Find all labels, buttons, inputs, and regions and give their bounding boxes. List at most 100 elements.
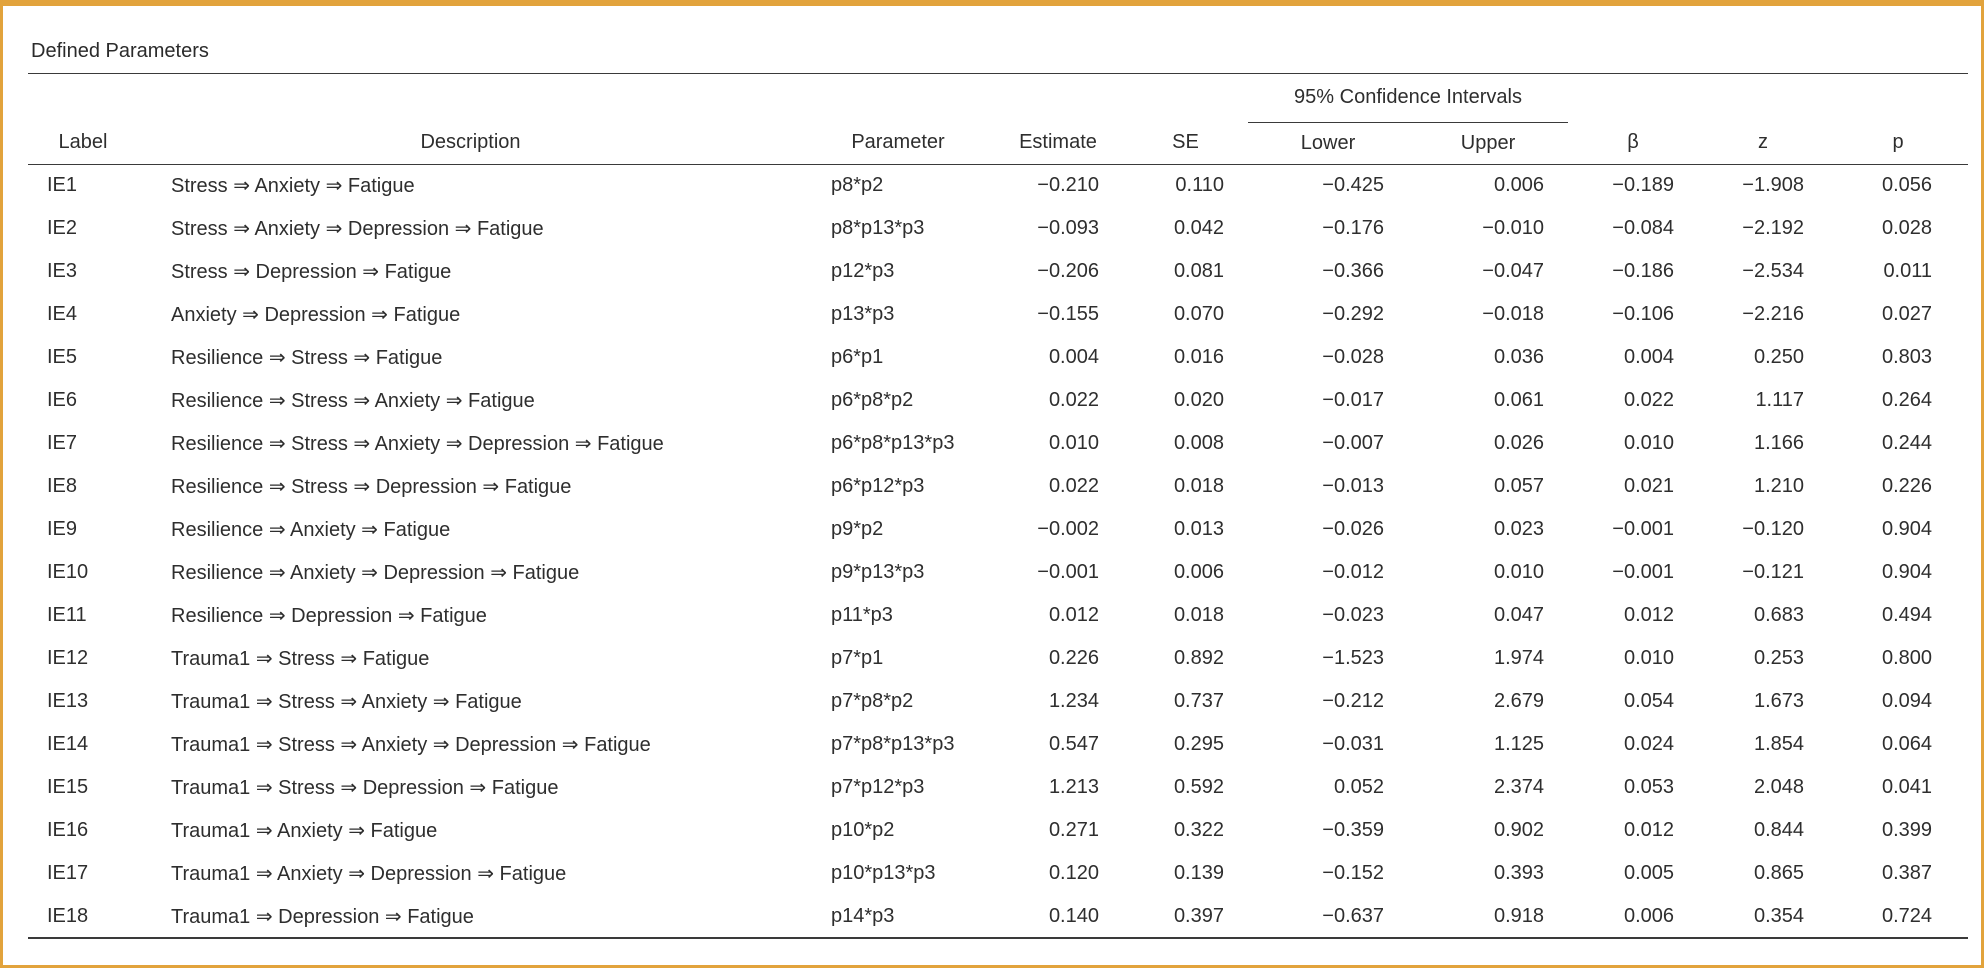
cell-upper: 2.679: [1493, 690, 1545, 712]
cell-beta: 0.005: [1623, 862, 1675, 884]
cell-beta: 0.010: [1623, 432, 1675, 454]
cell-p: 0.027: [1881, 303, 1933, 325]
table-row: IE2 Stress ⇒ Anxiety ⇒ Depression ⇒ Fatig…: [28, 207, 1968, 250]
cell-p: 0.244: [1881, 432, 1933, 454]
cell-parameter: p12*p3: [831, 260, 895, 282]
table-row: IE4 Anxiety ⇒ Depression ⇒ Fatigue p13*p3 −…: [28, 293, 1968, 336]
cell-label: IE17: [47, 862, 89, 884]
cell-label: IE8: [47, 475, 78, 497]
cell-upper: 2.374: [1493, 776, 1545, 798]
table-row: IE17 Trauma1 ⇒ Anxiety ⇒ Depression ⇒ Fat…: [28, 852, 1968, 895]
cell-z: 0.683: [1753, 604, 1805, 626]
table-row: IE7 Resilience ⇒ Stress ⇒ Anxiety ⇒ Depre…: [28, 422, 1968, 465]
cell-label: IE3: [47, 260, 78, 282]
cell-description: Trauma1 ⇒ Anxiety ⇒ Fatigue: [171, 820, 438, 842]
table-row: IE13 Trauma1 ⇒ Stress ⇒ Anxiety ⇒ Fatigue…: [28, 680, 1968, 723]
cell-lower: −0.212: [1322, 690, 1384, 712]
table-row: IE3 Stress ⇒ Depression ⇒ Fatigue p12*p3 −0…: [28, 250, 1968, 293]
cell-label: IE15: [47, 776, 89, 798]
cell-lower: −0.023: [1322, 604, 1384, 626]
cell-se: 0.008: [1173, 432, 1224, 454]
cell-se: 0.070: [1173, 303, 1224, 325]
cell-lower: −0.013: [1322, 475, 1384, 497]
cell-z: −2.534: [1742, 260, 1805, 282]
cell-z: 1.166: [1753, 432, 1805, 454]
column-header-z: z: [1698, 122, 1829, 165]
cell-p: 0.094: [1881, 690, 1933, 712]
cell-lower: −0.292: [1322, 303, 1384, 325]
cell-lower: 0.052: [1333, 776, 1384, 798]
cell-z: 0.865: [1753, 862, 1805, 884]
cell-p: 0.399: [1881, 819, 1933, 841]
cell-se: 0.892: [1173, 647, 1224, 669]
cell-upper: 1.125: [1493, 733, 1545, 755]
cell-z: −1.908: [1742, 174, 1805, 197]
cell-label: IE13: [47, 690, 89, 712]
cell-parameter: p10*p2: [831, 819, 895, 841]
cell-parameter: p6*p8*p2: [831, 389, 914, 411]
cell-beta: 0.021: [1623, 475, 1675, 497]
cell-p: 0.064: [1881, 733, 1933, 755]
cell-estimate: 0.012: [1048, 604, 1099, 626]
cell-label: IE5: [47, 346, 78, 368]
cell-description: Anxiety ⇒ Depression ⇒ Fatigue: [171, 304, 461, 326]
table-row: IE6 Resilience ⇒ Stress ⇒ Anxiety ⇒ Fatig…: [28, 379, 1968, 422]
cell-z: −0.120: [1742, 518, 1805, 540]
cell-beta: −0.001: [1612, 518, 1675, 540]
column-header-description: Description: [138, 122, 803, 165]
column-header-parameter: Parameter: [803, 122, 993, 165]
cell-estimate: −0.001: [1037, 561, 1099, 583]
cell-parameter: p9*p2: [831, 518, 884, 540]
cell-parameter: p7*p8*p13*p3: [831, 733, 955, 755]
cell-p: 0.041: [1881, 776, 1933, 798]
cell-se: 0.139: [1173, 862, 1224, 884]
cell-p: 0.494: [1881, 604, 1933, 626]
cell-estimate: 0.004: [1048, 346, 1099, 368]
cell-estimate: −0.206: [1037, 260, 1099, 282]
cell-estimate: 0.010: [1048, 432, 1099, 454]
table-row: IE14 Trauma1 ⇒ Stress ⇒ Anxiety ⇒ Depress…: [28, 723, 1968, 766]
cell-estimate: −0.093: [1037, 217, 1099, 239]
cell-p: 0.800: [1881, 647, 1933, 669]
cell-se: 0.016: [1173, 346, 1224, 368]
cell-parameter: p6*p12*p3: [831, 475, 925, 497]
cell-description: Resilience ⇒ Anxiety ⇒ Depression ⇒ Fati…: [171, 562, 580, 584]
column-header-estimate: Estimate: [993, 122, 1123, 165]
cell-description: Trauma1 ⇒ Anxiety ⇒ Depression ⇒ Fatigue: [171, 863, 567, 885]
cell-z: 0.354: [1698, 895, 1829, 939]
cell-parameter: p6*p1: [831, 346, 884, 368]
cell-beta: −0.084: [1612, 217, 1675, 239]
cell-description: Stress ⇒ Anxiety ⇒ Fatigue: [171, 175, 415, 198]
cell-upper: 0.061: [1493, 389, 1545, 411]
cell-lower: −0.176: [1322, 217, 1384, 239]
cell-z: −0.121: [1742, 561, 1805, 583]
cell-se: 0.592: [1173, 776, 1224, 798]
cell-description: Stress ⇒ Depression ⇒ Fatigue: [171, 261, 452, 283]
column-header-p: p: [1828, 122, 1969, 165]
cell-lower: −1.523: [1322, 647, 1384, 669]
cell-beta: 0.004: [1623, 346, 1675, 368]
cell-upper: −0.010: [1482, 217, 1545, 239]
column-header-se: SE: [1123, 122, 1248, 165]
cell-description: Resilience ⇒ Depression ⇒ Fatigue: [171, 605, 487, 627]
cell-p: 0.803: [1881, 346, 1933, 368]
cell-label: IE14: [47, 733, 89, 755]
spanner-row: 95% Confidence Intervals: [28, 74, 1968, 123]
cell-se: 0.013: [1173, 518, 1224, 540]
cell-upper: 0.918: [1408, 895, 1569, 939]
cell-label: IE9: [47, 518, 78, 540]
table-row: IE11 Resilience ⇒ Depression ⇒ Fatigue p11…: [28, 594, 1968, 637]
cell-lower: −0.425: [1322, 174, 1384, 197]
confidence-interval-spanner: 95% Confidence Intervals: [1248, 74, 1569, 123]
cell-z: 1.673: [1753, 690, 1805, 712]
cell-z: 0.844: [1753, 819, 1805, 841]
cell-description: Resilience ⇒ Anxiety ⇒ Fatigue: [171, 519, 451, 541]
cell-beta: 0.012: [1623, 819, 1675, 841]
cell-lower: −0.026: [1322, 518, 1384, 540]
cell-label: IE11: [47, 604, 87, 626]
cell-parameter: p13*p3: [831, 303, 895, 325]
cell-parameter: p7*p1: [831, 647, 884, 669]
cell-estimate: 1.213: [1048, 776, 1099, 798]
table-row: IE1 Stress ⇒ Anxiety ⇒ Fatigue p8*p2 −0.210…: [28, 164, 1968, 207]
